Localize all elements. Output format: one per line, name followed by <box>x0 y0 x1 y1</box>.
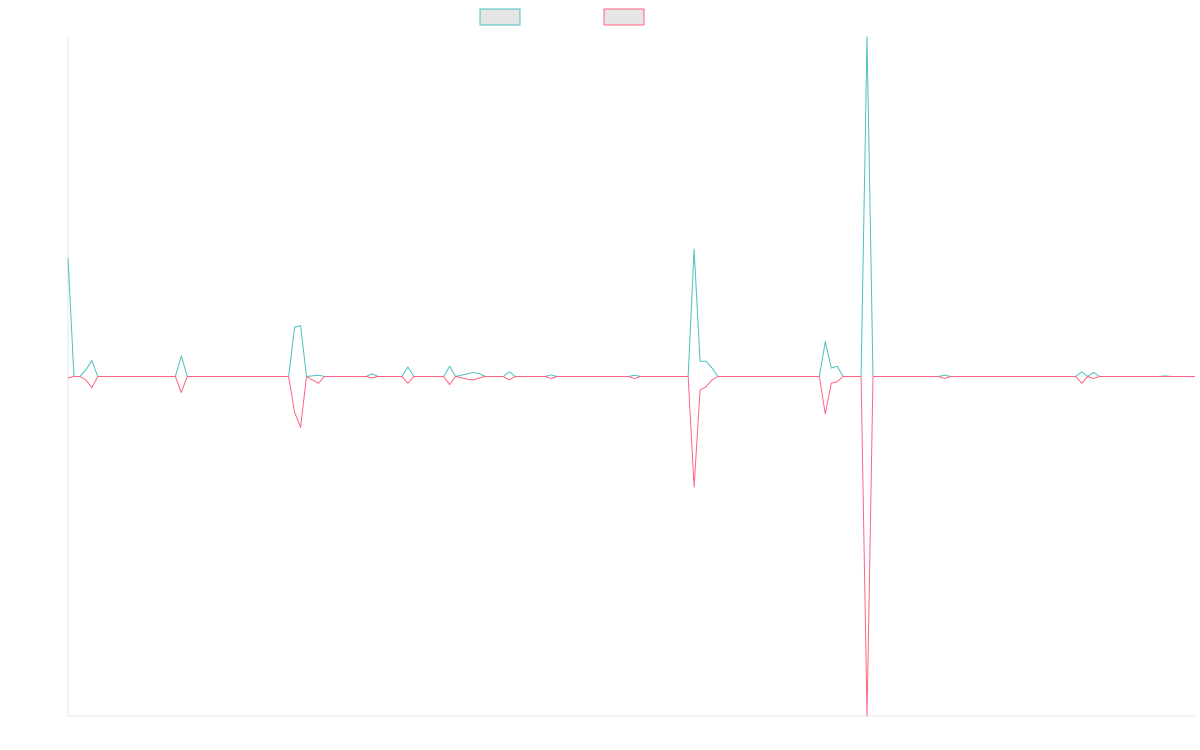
legend-item-2[interactable] <box>603 8 645 26</box>
series-layer <box>67 36 1195 717</box>
legend[interactable] <box>479 8 645 26</box>
legend-swatch-2[interactable] <box>603 8 645 26</box>
legend-item-1[interactable] <box>479 8 521 26</box>
axes <box>67 37 1195 717</box>
series-2-line <box>67 376 1195 717</box>
legend-swatch-1[interactable] <box>479 8 521 26</box>
series-1-line <box>67 36 1195 377</box>
